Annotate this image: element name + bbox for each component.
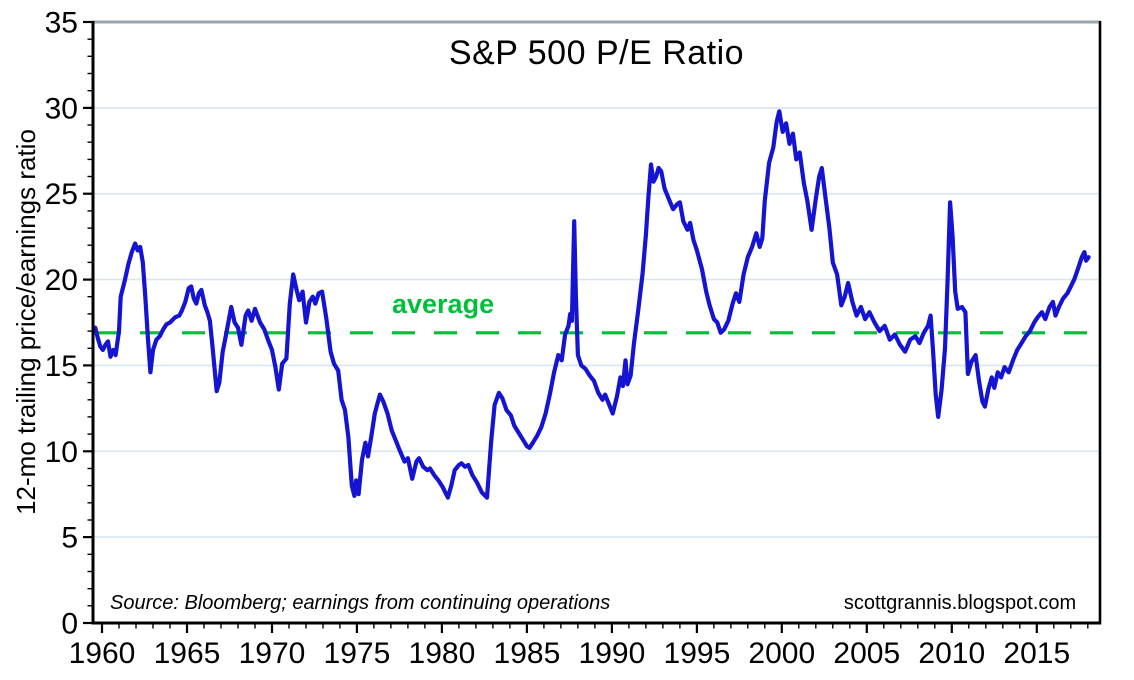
- x-tick-label: 1985: [494, 637, 561, 670]
- y-tick-label: 5: [61, 522, 78, 555]
- x-tick-label: 2005: [833, 637, 900, 670]
- y-tick-label: 20: [45, 264, 78, 297]
- x-tick-label: 2010: [918, 637, 985, 670]
- x-tick-label: 2000: [748, 637, 815, 670]
- x-tick-label: 1960: [69, 637, 136, 670]
- chart-title: S&P 500 P/E Ratio: [448, 34, 745, 72]
- x-tick-label: 1990: [579, 637, 646, 670]
- x-tick-label: 2015: [1003, 637, 1070, 670]
- x-tick-label: 1975: [324, 637, 391, 670]
- y-tick-label: 25: [45, 178, 78, 211]
- y-tick-label: 30: [45, 92, 78, 125]
- pe-series-line: [93, 109, 1091, 500]
- y-tick-label: 10: [45, 436, 78, 469]
- y-tick-label: 35: [45, 7, 78, 40]
- y-tick-label: 15: [45, 350, 78, 383]
- x-tick-label: 1970: [239, 637, 306, 670]
- website-note: scottgrannis.blogspot.com: [843, 592, 1077, 614]
- source-note: Source: Bloomberg; earnings from continu…: [110, 592, 611, 614]
- x-tick-label: 1995: [664, 637, 731, 670]
- y-tick-label: 0: [61, 608, 78, 641]
- y-axis-title: 12-mo trailing price/earnings ratio: [11, 129, 41, 515]
- x-tick-label: 1965: [154, 637, 221, 670]
- x-tick-label: 1980: [409, 637, 476, 670]
- average-line-label: average: [392, 289, 495, 319]
